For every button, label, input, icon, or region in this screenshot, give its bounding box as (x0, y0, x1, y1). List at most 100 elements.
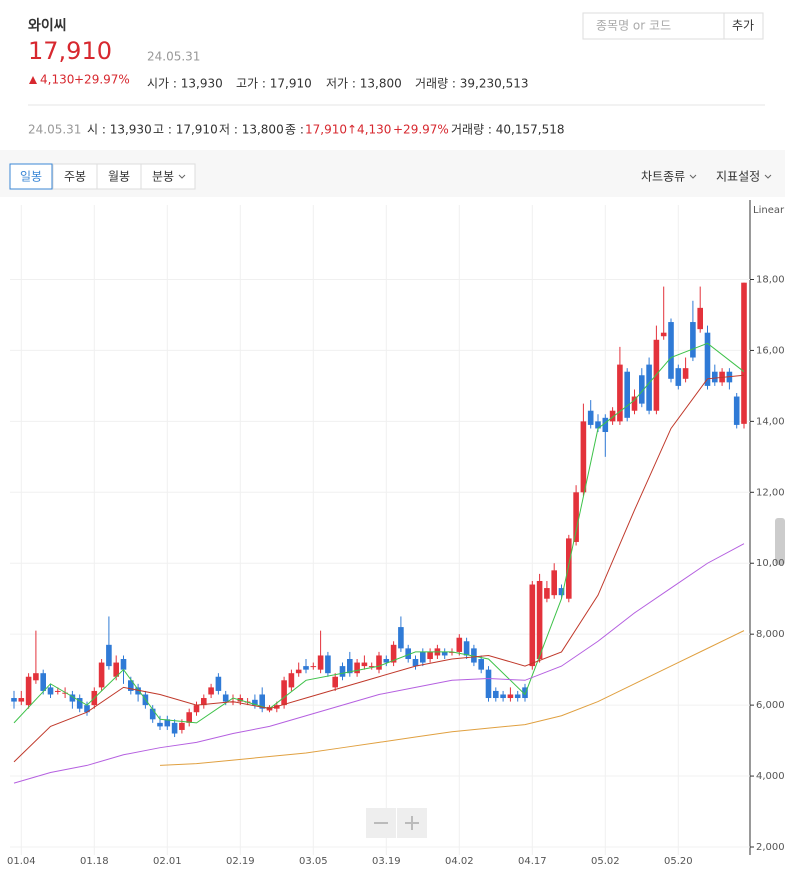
candle-body (201, 698, 207, 706)
plot: 2,000 4,000 6,000 8,000 10,000 12,000 14,000 16… (7, 205, 785, 867)
candle-body (252, 699, 258, 706)
quote: 시가 : 13,930 (147, 77, 223, 91)
candle-body (98, 662, 105, 688)
candle-body (295, 669, 302, 674)
add-button[interactable] (723, 12, 764, 40)
candle-body (580, 421, 587, 493)
candle-body (18, 698, 25, 702)
candle-body (339, 666, 346, 677)
change-pct: +29.97% (74, 73, 130, 87)
candle-body (522, 687, 528, 699)
x-tick-label: 02.01 (153, 856, 182, 867)
candle-body (55, 690, 61, 692)
candle-body (11, 698, 17, 702)
candle-body (281, 680, 287, 706)
candle-body (624, 371, 630, 418)
up-icon (29, 76, 37, 84)
candle-body (456, 637, 463, 652)
candle-body (587, 410, 594, 425)
candle-body (149, 708, 156, 720)
candle-body (106, 644, 112, 667)
candle-body (361, 662, 368, 667)
candle-body (40, 673, 46, 691)
menu-label[interactable]: 차트종류 (641, 170, 685, 184)
moving-average (159, 630, 745, 766)
tab-label: 일봉 (20, 170, 42, 184)
candle-body (646, 364, 652, 411)
side-tab[interactable] (775, 518, 785, 565)
candle-body (500, 694, 506, 699)
quote: 고가 : 17,910 (236, 77, 312, 91)
moving-average (13, 342, 745, 724)
search-box[interactable] (582, 12, 725, 40)
tab-label: 월봉 (108, 170, 130, 184)
candle-body (536, 580, 543, 660)
candle-body (595, 421, 601, 429)
candle-body (186, 712, 192, 723)
y-tick-label: 8,000 (756, 629, 785, 640)
candle-body (566, 538, 572, 599)
tab[interactable] (9, 163, 53, 190)
tab[interactable] (52, 163, 98, 190)
candle-body (412, 659, 419, 667)
candle-body (62, 692, 68, 694)
candle-body (222, 694, 229, 702)
candle-body (485, 669, 492, 699)
menu-label[interactable]: 지표설정 (716, 170, 760, 184)
candle-body (69, 694, 76, 702)
y-tick-label: 16,000 (756, 345, 785, 356)
candle-body (179, 722, 185, 730)
candle-body (704, 332, 711, 386)
candle-body (471, 648, 477, 663)
y-tick-label: 14,000 (756, 416, 785, 427)
info-volume: 거래량 : 40,157,518 (451, 123, 565, 137)
candle-body (690, 322, 696, 358)
candle-body (551, 570, 557, 596)
candle-body (76, 698, 83, 709)
candle-body (259, 694, 265, 709)
candle-body (84, 705, 90, 713)
candle-body (463, 641, 470, 656)
candle-body (493, 690, 499, 699)
add-label: 추가 (732, 19, 754, 33)
candle-body (215, 676, 222, 691)
candle-body (164, 719, 171, 727)
candle-body (398, 627, 404, 649)
scale-label: Linear (753, 205, 785, 216)
candle-body (325, 655, 331, 674)
candle-body (741, 282, 747, 424)
candle-body (193, 705, 200, 713)
candle-body (631, 396, 638, 411)
x-tick-label: 05.02 (591, 856, 620, 867)
tab-label: 주봉 (64, 170, 86, 184)
candle-body (602, 417, 609, 433)
chevron (689, 174, 697, 179)
candle-body (288, 673, 295, 688)
candle-body (113, 662, 119, 677)
x-tick-label: 02.19 (226, 856, 255, 867)
candle-body (368, 666, 375, 668)
moving-average (13, 543, 745, 784)
candle-body (682, 368, 689, 379)
search-placeholder: 종목명 or 코드 (596, 19, 671, 33)
candle-body (25, 676, 32, 706)
x-tick-label: 03.05 (299, 856, 328, 867)
candle-body (208, 687, 214, 695)
candle-body (383, 659, 390, 663)
chevron (178, 174, 186, 179)
tab-label: 분봉 (152, 170, 174, 184)
y-tick-label: 4,000 (756, 771, 785, 782)
date: 24.05.31 (147, 50, 200, 64)
tab[interactable] (140, 163, 196, 190)
candle-body (420, 651, 426, 663)
y-tick-label: 18,000 (756, 274, 785, 285)
y-tick-label: 6,000 (756, 700, 785, 711)
candle-body (135, 687, 141, 695)
candle-body (157, 722, 163, 727)
candle-body (332, 676, 338, 688)
candle-body (317, 655, 324, 670)
info-date: 24.05.31 (28, 123, 81, 137)
info-item: 고 : 17,910 (153, 123, 218, 137)
info-item: 저 : 13,800 (219, 123, 284, 137)
